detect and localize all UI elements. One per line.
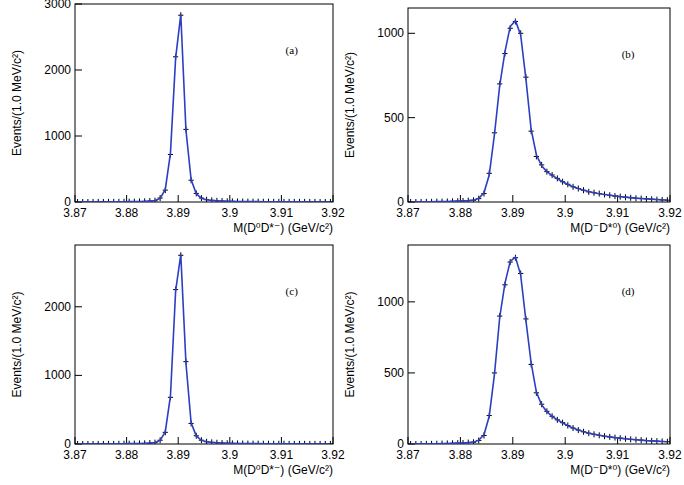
y-axis-title: Events/(1.0 MeV/c²) bbox=[343, 291, 357, 397]
x-axis-title: M(D⁰D*⁻) (GeV/c²) bbox=[233, 221, 333, 235]
x-tick-label: 3.91 bbox=[270, 206, 294, 220]
x-tick bbox=[75, 437, 76, 444]
x-tick-label: 3.89 bbox=[501, 448, 525, 462]
background bbox=[0, 0, 684, 485]
x-tick-label: 3.89 bbox=[501, 206, 525, 220]
x-tick bbox=[512, 437, 513, 444]
x-axis-title: M(D⁻D*⁰) (GeV/c²) bbox=[570, 463, 670, 477]
y-tick bbox=[75, 70, 82, 71]
y-tick bbox=[75, 306, 82, 307]
x-tick-label: 3.91 bbox=[606, 448, 630, 462]
x-tick-label: 3.92 bbox=[658, 206, 682, 220]
x-tick bbox=[178, 437, 179, 444]
x-tick-label: 3.89 bbox=[167, 206, 191, 220]
panel-label: (a) bbox=[286, 44, 299, 57]
y-tick-label: 1000 bbox=[377, 26, 404, 40]
x-tick bbox=[512, 195, 513, 202]
y-tick-label: 2000 bbox=[44, 63, 71, 77]
fit-curve bbox=[411, 257, 668, 444]
x-tick-label: 3.88 bbox=[449, 206, 473, 220]
x-tick bbox=[565, 195, 566, 202]
y-tick-label: 3000 bbox=[44, 0, 71, 11]
panel-label: (d) bbox=[622, 285, 635, 298]
plot-area bbox=[75, 12, 333, 202]
panel: 3.873.883.893.93.913.92010002000M(D⁰D*⁻)… bbox=[10, 245, 345, 477]
y-tick-label: 0 bbox=[397, 195, 404, 209]
x-tick bbox=[670, 437, 671, 444]
y-tick-label: 1000 bbox=[44, 129, 71, 143]
x-tick bbox=[281, 437, 282, 444]
plot-area bbox=[408, 18, 670, 202]
x-axis-title: M(D⁻D*⁰) (GeV/c²) bbox=[570, 221, 670, 235]
x-tick bbox=[75, 195, 76, 202]
panel: 3.873.883.893.93.913.920100020003000M(D⁰… bbox=[10, 0, 345, 235]
x-axis-title: M(D⁰D*⁻) (GeV/c²) bbox=[233, 463, 333, 477]
plot-area bbox=[75, 252, 333, 444]
y-tick-label: 1000 bbox=[44, 368, 71, 382]
plot-frame bbox=[408, 8, 670, 202]
x-tick-label: 3.91 bbox=[606, 206, 630, 220]
x-tick-label: 3.9 bbox=[221, 206, 238, 220]
y-tick bbox=[408, 117, 415, 118]
x-tick-label: 3.88 bbox=[115, 206, 139, 220]
y-axis-title: Events/(1.0 MeV/c²) bbox=[343, 52, 357, 158]
x-tick-label: 3.88 bbox=[115, 448, 139, 462]
x-tick bbox=[281, 195, 282, 202]
y-axis-title: Events/(1.0 MeV/c²) bbox=[10, 291, 24, 397]
y-axis-title: Events/(1.0 MeV/c²) bbox=[10, 50, 24, 156]
figure: 3.873.883.893.93.913.920100020003000M(D⁰… bbox=[0, 0, 684, 485]
x-tick-label: 3.9 bbox=[557, 448, 574, 462]
fit-curve bbox=[78, 255, 331, 444]
plot-frame bbox=[408, 245, 670, 444]
y-tick bbox=[408, 372, 415, 373]
panel-label: (c) bbox=[286, 285, 299, 298]
y-tick-label: 2000 bbox=[44, 300, 71, 314]
y-tick bbox=[75, 136, 82, 137]
panel: 3.873.883.893.93.913.9205001000M(D⁻D*⁰) … bbox=[343, 245, 682, 477]
x-tick-label: 3.9 bbox=[557, 206, 574, 220]
y-tick-label: 1000 bbox=[377, 295, 404, 309]
x-tick bbox=[670, 195, 671, 202]
y-tick bbox=[408, 33, 415, 34]
x-tick-label: 3.89 bbox=[167, 448, 191, 462]
x-tick-label: 3.92 bbox=[658, 448, 682, 462]
y-tick-label: 500 bbox=[384, 366, 404, 380]
x-tick-label: 3.91 bbox=[270, 448, 294, 462]
y-tick-label: 500 bbox=[384, 111, 404, 125]
x-tick bbox=[333, 195, 334, 202]
fit-curve bbox=[411, 21, 668, 202]
x-tick-label: 3.92 bbox=[321, 448, 345, 462]
y-tick bbox=[75, 375, 82, 376]
y-tick bbox=[408, 301, 415, 302]
x-tick bbox=[408, 437, 409, 444]
y-tick-label: 0 bbox=[64, 195, 71, 209]
x-tick-label: 3.9 bbox=[221, 448, 238, 462]
y-tick-label: 0 bbox=[64, 437, 71, 451]
x-tick-label: 3.92 bbox=[321, 206, 345, 220]
y-tick-label: 0 bbox=[397, 437, 404, 451]
x-tick-label: 3.88 bbox=[449, 448, 473, 462]
fit-curve bbox=[78, 15, 331, 202]
y-tick bbox=[75, 4, 82, 5]
panel-label: (b) bbox=[622, 48, 635, 61]
x-tick bbox=[333, 437, 334, 444]
plot-frame bbox=[75, 245, 333, 444]
plot-area bbox=[408, 255, 670, 444]
x-tick bbox=[408, 195, 409, 202]
x-tick bbox=[178, 195, 179, 202]
x-tick bbox=[565, 437, 566, 444]
panel: 3.873.883.893.93.913.9205001000M(D⁻D*⁰) … bbox=[343, 8, 682, 235]
plot-frame bbox=[75, 4, 333, 202]
